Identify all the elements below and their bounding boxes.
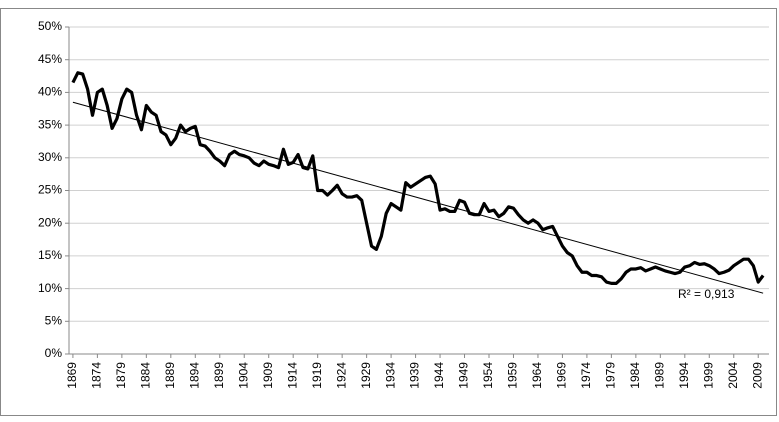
x-tick-label: 1884 — [139, 362, 153, 389]
y-tick-label: 35% — [38, 117, 62, 131]
x-tick-label: 1869 — [65, 362, 79, 389]
x-tick-label: 1944 — [432, 362, 446, 389]
x-tick-label: 1999 — [701, 362, 715, 389]
x-tick-label: 1984 — [628, 362, 642, 389]
x-tick-label: 1974 — [579, 362, 593, 389]
x-tick-label: 1929 — [359, 362, 373, 389]
y-tick-label: 40% — [38, 85, 62, 99]
y-tick-label: 30% — [38, 150, 62, 164]
x-tick-label: 1879 — [114, 362, 128, 389]
x-tick-label: 1889 — [163, 362, 177, 389]
x-tick-label: 1989 — [653, 362, 667, 389]
x-tick-label: 1894 — [187, 362, 201, 389]
y-tick-label: 25% — [38, 183, 62, 197]
x-tick-label: 1904 — [236, 362, 250, 389]
y-tick-label: 20% — [38, 215, 62, 229]
x-tick-label: 2009 — [750, 362, 764, 389]
y-tick-label: 10% — [38, 281, 62, 295]
trend-line — [72, 101, 764, 294]
x-tick-label: 1909 — [261, 362, 275, 389]
x-tick-label: 1924 — [334, 362, 348, 389]
x-tick-label: 1939 — [408, 362, 422, 389]
x-tick-label: 1899 — [212, 362, 226, 389]
x-tick-label: 1994 — [677, 362, 691, 389]
y-tick-label: 45% — [38, 52, 62, 66]
y-tick-label: 5% — [45, 313, 63, 327]
x-tick-label: 1964 — [530, 362, 544, 389]
y-tick-label: 50% — [38, 19, 62, 33]
x-tick-label: 2004 — [726, 362, 740, 389]
x-tick-label: 1919 — [310, 362, 324, 389]
data-line — [71, 71, 765, 285]
x-tick-label: 1969 — [555, 362, 569, 389]
x-tick-label: 1979 — [604, 362, 618, 389]
y-tick-label: 0% — [45, 346, 63, 360]
trend-label: R² = 0,913 — [678, 287, 735, 301]
x-tick-label: 1934 — [383, 362, 397, 389]
x-tick-label: 1959 — [506, 362, 520, 389]
x-tick-label: 1874 — [90, 362, 104, 389]
x-tick-label: 1954 — [481, 362, 495, 389]
x-tick-label: 1914 — [285, 362, 299, 389]
chart-frame — [0, 8, 777, 416]
x-tick-label: 1949 — [457, 362, 471, 389]
y-tick-label: 15% — [38, 248, 62, 262]
